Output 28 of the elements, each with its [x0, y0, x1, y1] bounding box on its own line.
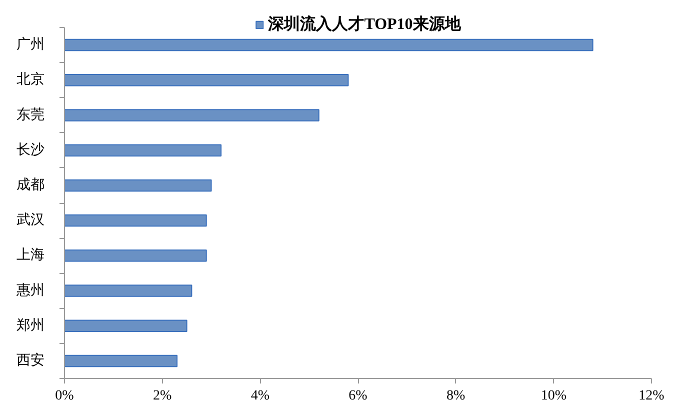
x-tick-label: 8%: [446, 388, 466, 404]
x-tick-label: 10%: [540, 388, 567, 404]
x-tick-label: 12%: [638, 388, 665, 404]
bar: [64, 144, 222, 156]
bar: [64, 179, 212, 192]
bar: [64, 320, 188, 332]
y-tick-label: 东莞: [16, 106, 44, 123]
x-tick-label: 4%: [250, 388, 270, 404]
bar: [64, 74, 349, 86]
y-tick-label: 上海: [16, 247, 44, 264]
bar: [64, 109, 320, 122]
bar: [64, 38, 594, 52]
x-tick-label: 0%: [55, 388, 74, 404]
y-tick-label: 惠州: [16, 282, 44, 298]
y-tick-label: 北京: [16, 72, 44, 88]
y-tick-label: 成都: [16, 176, 44, 193]
y-tick-label: 长沙: [16, 142, 44, 158]
x-tick-label: 2%: [153, 388, 172, 404]
bar: [64, 214, 207, 227]
y-tick-label: 郑州: [16, 317, 44, 334]
bar: [64, 250, 207, 262]
y-tick-label: 西安: [16, 352, 44, 368]
legend-label: 深圳流入人才TOP10来源地: [268, 14, 461, 35]
x-tick-label: 6%: [348, 388, 368, 404]
y-tick-label: 广州: [16, 36, 44, 53]
y-tick-label: 武汉: [16, 212, 44, 228]
bar: [64, 284, 192, 297]
bar: [64, 354, 178, 368]
